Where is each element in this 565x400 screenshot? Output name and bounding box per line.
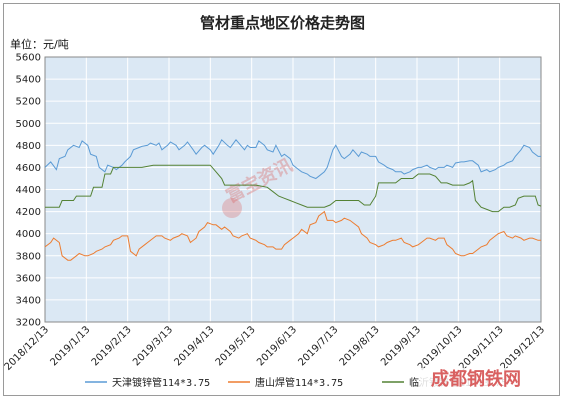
y-tick-label: 4800: [16, 141, 41, 152]
x-tick-label: 2019/1/13: [48, 324, 92, 368]
unit-label: 单位：元/吨: [10, 38, 69, 51]
x-tick-label: 2019/8/13: [338, 324, 382, 368]
y-tick-label: 5000: [16, 119, 41, 130]
y-tick-label: 4400: [16, 185, 41, 196]
series-line-1: [44, 138, 541, 180]
plot-border: [44, 56, 542, 323]
chart-title: 管材重点地区价格走势图: [199, 14, 365, 32]
y-tick-label: 3600: [16, 273, 41, 284]
x-tick-label: 2019/3/13: [131, 324, 175, 368]
x-tick-label: 2018/12/13: [3, 324, 52, 373]
y-tick-label: 4000: [16, 229, 41, 240]
legend-label: 唐山焊管114*3.75: [255, 376, 343, 389]
corner-watermark-bg: [420, 368, 532, 390]
y-tick-label: 5600: [16, 53, 41, 64]
x-tick-label: 2019/9/13: [379, 324, 423, 368]
x-tick-label: 2019/5/13: [214, 324, 258, 368]
chart-frame: [3, 3, 560, 396]
watermark-logo: [222, 198, 242, 218]
x-tick-label: 2019/12/13: [499, 324, 548, 373]
x-tick-label: 2019/7/13: [296, 324, 340, 368]
y-tick-label: 3400: [16, 295, 41, 306]
x-tick-label: 2019/6/13: [255, 324, 299, 368]
x-tick-label: 2019/2/13: [90, 324, 134, 368]
y-tick-label: 5400: [16, 75, 41, 86]
y-tick-label: 3200: [16, 318, 41, 329]
series-line-3: [45, 164, 542, 213]
legend-label: 天津镀锌管114*3.75: [112, 376, 210, 389]
y-tick-label: 3800: [16, 251, 41, 262]
y-tick-label: 4200: [16, 207, 41, 218]
corner-watermark: 成都钢铁网: [431, 368, 521, 390]
series-line-2: [44, 210, 541, 261]
y-tick-label: 4600: [16, 163, 41, 174]
x-tick-label: 2019/4/13: [172, 324, 216, 368]
y-tick-label: 5200: [16, 97, 41, 108]
